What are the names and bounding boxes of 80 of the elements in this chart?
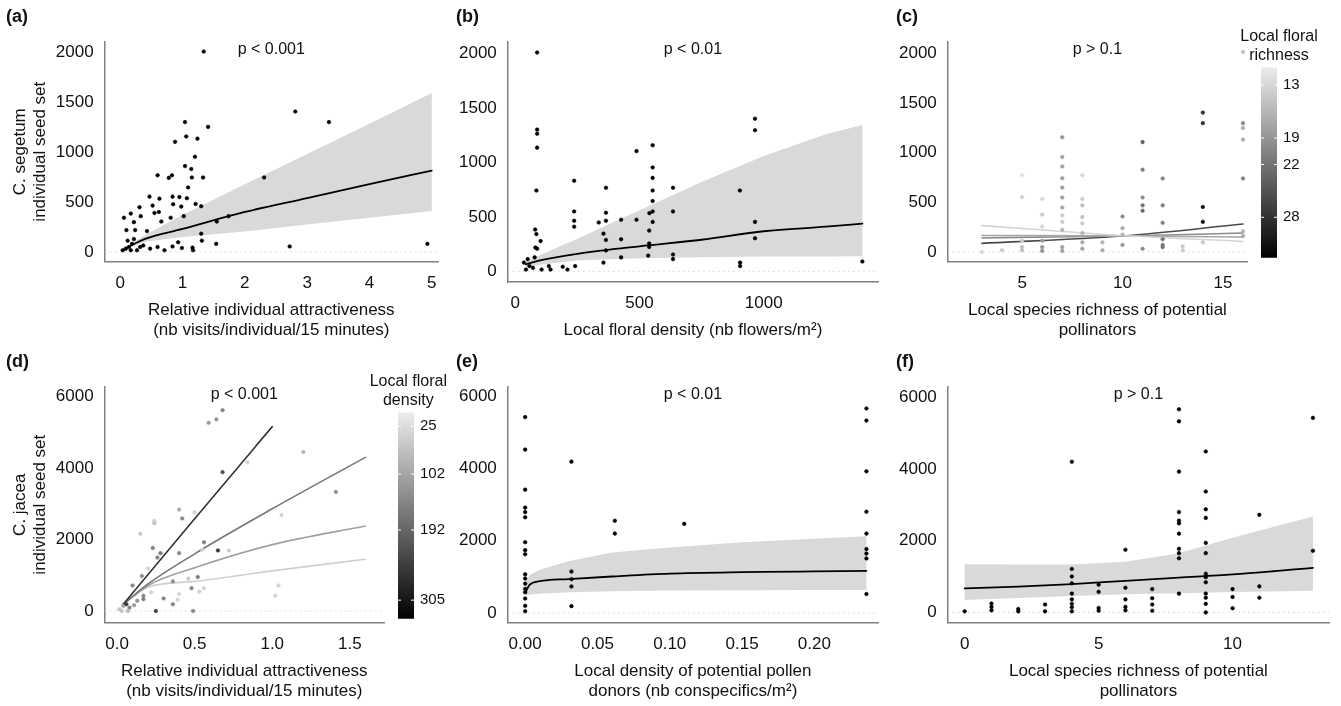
chart-title: (b)	[456, 5, 479, 26]
chart-title: (f)	[896, 350, 914, 371]
y-tick-label: 6000	[898, 387, 937, 407]
annotation: p < 0.01	[663, 385, 723, 403]
y-tick-label: 0	[927, 602, 937, 622]
y-tick-label: 4000	[898, 458, 937, 478]
y-tick-label: 4000	[55, 457, 94, 477]
x-tick-label: 0	[959, 633, 970, 653]
x-tick-label: 0.0	[105, 633, 129, 653]
y-tick-label: 1000	[898, 142, 937, 162]
y-tick-label: 0	[84, 600, 94, 620]
x-tick-label: 0.05	[580, 633, 615, 653]
x-tick-label: 0.15	[725, 633, 759, 653]
x-tick-label: 0	[115, 272, 125, 292]
x-tick-label: 500	[625, 293, 654, 313]
color-bar-label: 13	[1283, 75, 1300, 93]
color-bar-title: Local floral richness	[1240, 26, 1318, 63]
chart-title: (a)	[6, 5, 28, 26]
y-tick-label: 0	[927, 241, 937, 261]
color-bar-label: 192	[420, 520, 446, 538]
y-tick-label: 2000	[458, 43, 497, 63]
color-bar-title: Local floral density	[369, 371, 447, 408]
x-tick-label: 1	[177, 272, 188, 292]
x-tick-label: 1.5	[338, 633, 362, 653]
y-tick-label: 4000	[458, 458, 497, 478]
x-tick-label: 2	[240, 272, 250, 292]
color-bar-label: 19	[1283, 128, 1300, 146]
annotation: p > 0.1	[1113, 385, 1164, 403]
y-tick-label: 2000	[55, 42, 94, 62]
y-tick-label: 1000	[458, 152, 497, 172]
chart-title: (e)	[456, 350, 478, 371]
y-tick-label: 2000	[898, 43, 937, 63]
annotation: p > 0.1	[1072, 40, 1123, 58]
color-bar-label: 22	[1283, 154, 1300, 172]
x-axis-title: Local species richness of potential pollinators	[1008, 661, 1268, 701]
color-bar-label: 28	[1283, 207, 1300, 225]
color-bar-label: 25	[420, 416, 437, 434]
x-tick-label: 5	[1093, 633, 1104, 653]
y-tick-label: 500	[908, 191, 937, 211]
x-tick-label: 0.00	[508, 633, 542, 653]
y-tick-label: 1500	[898, 92, 937, 112]
y-tick-label: 6000	[55, 386, 94, 406]
y-tick-label: 1500	[55, 92, 94, 112]
y-tick-label: 6000	[458, 385, 497, 405]
y-tick-label: 0	[84, 241, 94, 261]
x-axis-title: Relative individual attractiveness (nb visits/individual/15 minutes)	[121, 661, 368, 701]
x-tick-label: 10	[1113, 272, 1132, 292]
x-axis-title: Relative individual attractiveness (nb visits/individual/15 minutes)	[148, 300, 395, 340]
x-axis-title: Local species richness of potential pollinators	[967, 300, 1227, 340]
x-tick-label: 0.10	[653, 633, 687, 653]
annotation: p < 0.01	[663, 40, 723, 58]
color-bar-label: 102	[420, 464, 446, 482]
annotation: p < 0.001	[237, 40, 305, 58]
x-tick-label: 0	[510, 293, 521, 313]
x-axis-title: Local floral density (nb flowers/m²)	[563, 320, 823, 340]
x-tick-label: 1.0	[260, 633, 285, 653]
y-tick-label: 2000	[458, 530, 497, 550]
x-tick-label: 4	[364, 272, 375, 292]
y-axis-title: C. segetum individual seed set	[9, 81, 50, 222]
x-tick-label: 15	[1213, 272, 1233, 292]
y-tick-label: 1500	[458, 97, 497, 117]
chart-title: (c)	[896, 5, 918, 26]
annotation: p < 0.001	[210, 385, 278, 403]
y-tick-label: 2000	[898, 530, 937, 550]
y-tick-label: 2000	[55, 529, 94, 549]
y-tick-label: 500	[65, 191, 94, 211]
x-tick-label: 10	[1223, 633, 1243, 653]
y-tick-label: 0	[487, 602, 497, 622]
x-axis-title: Local density of potential pollen donors (nb conspecifics/m²)	[574, 661, 812, 701]
x-tick-label: 0.20	[797, 633, 831, 653]
y-axis-title: C. jacea individual seed set	[9, 434, 50, 575]
x-tick-label: 5	[427, 272, 437, 292]
x-tick-label: 5	[1017, 272, 1027, 292]
y-tick-label: 1000	[55, 141, 94, 161]
y-tick-label: 500	[468, 206, 497, 226]
x-tick-label: 1000	[744, 293, 783, 313]
chart-title: (d)	[6, 350, 29, 371]
x-tick-label: 3	[302, 272, 312, 292]
x-tick-label: 0.5	[182, 633, 207, 653]
color-bar-label: 305	[420, 590, 446, 608]
